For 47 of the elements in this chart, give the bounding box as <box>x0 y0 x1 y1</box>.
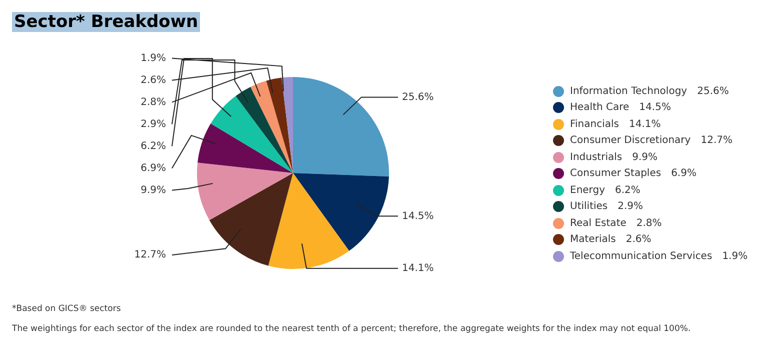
pie-slice <box>293 77 389 176</box>
pie-slice <box>282 77 293 173</box>
legend-label: Telecommunication Services <box>570 250 712 262</box>
pie-slice <box>209 173 293 266</box>
legend-label: Real Estate <box>570 218 626 229</box>
data-label: 25.6% <box>402 92 434 103</box>
pie-slice <box>250 80 293 173</box>
legend-label: Financials <box>570 118 619 130</box>
data-label: 14.1% <box>402 263 434 274</box>
text: 6.9% <box>671 168 696 180</box>
data-label: 6.2% <box>140 140 166 152</box>
legend-label: Health Care <box>570 102 630 114</box>
text: 9.9% <box>632 152 658 163</box>
text: The weightings for each sector of the index are rounded to the nearest tenth of a percent; therefore, the aggregate weights for the index may not equal 100%. <box>12 324 691 334</box>
chart-title: Sector* Breakdown <box>12 12 200 32</box>
data-label: 2.6% <box>140 74 166 86</box>
legend-label: Information Technology <box>570 86 688 97</box>
data-label: 2.9% <box>140 118 166 130</box>
legend-label: Consumer Discretionary <box>570 135 691 146</box>
pie-slice <box>268 173 350 269</box>
pie-slice <box>266 78 293 173</box>
legend-label: Utilities <box>570 201 608 212</box>
data-label: 1.9% <box>140 52 166 64</box>
text: 25.6% <box>697 86 729 97</box>
text: 2.6% <box>626 234 652 246</box>
data-label: 2.8% <box>140 96 166 108</box>
text: 14.1% <box>629 118 661 130</box>
legend-label: Consumer Staples <box>570 168 662 180</box>
text: 6.2% <box>615 184 640 196</box>
pie-slice <box>210 96 293 173</box>
legend-label: Materials <box>570 234 616 246</box>
data-label: 9.9% <box>140 184 166 196</box>
pie-slice <box>293 173 389 251</box>
text: 14.5% <box>639 102 671 114</box>
legend-label: Industrials <box>570 152 622 163</box>
legend-label: Energy <box>570 184 606 196</box>
text: 12.7% <box>700 135 732 146</box>
text: 2.9% <box>618 201 644 212</box>
data-label: 6.9% <box>140 162 166 174</box>
text: 2.8% <box>636 218 662 229</box>
pie-slice <box>197 162 293 220</box>
pie-slice <box>198 124 293 173</box>
pie-slice <box>236 86 293 173</box>
text: 1.9% <box>722 250 748 262</box>
data-label: 14.5% <box>402 210 434 222</box>
data-label: 12.7% <box>134 250 166 261</box>
text: *Based on GICS® sectors <box>12 304 121 314</box>
